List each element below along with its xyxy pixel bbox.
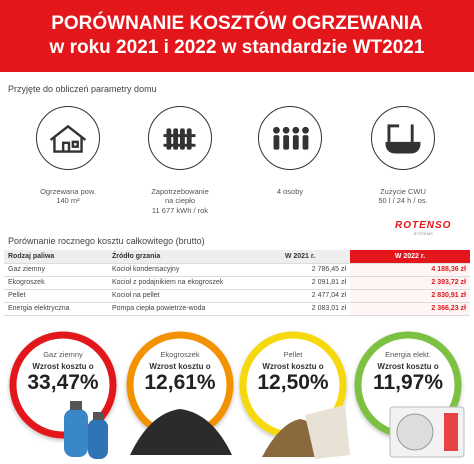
pellet — [262, 405, 350, 459]
saving: Pellet Wzrost kosztu o 12,50% — [240, 350, 346, 395]
cell: 2 083,01 zł — [250, 302, 350, 316]
saving-percent: 11,97% — [372, 371, 444, 394]
params-heading: Przyjęte do obliczeń parametry domu — [8, 84, 157, 94]
cell: 2 830,91 zł — [350, 289, 470, 303]
param-line: 50 l / 24 h / os. — [378, 196, 428, 205]
param-line: na ciepło — [164, 196, 196, 205]
gas-cylinders — [64, 401, 108, 459]
ring — [9, 331, 117, 439]
saving: Gaz ziemny Wzrost kosztu o 33,47% — [10, 350, 116, 395]
cell: 2 366,23 zł — [350, 302, 470, 316]
saving-caption: Wzrost kosztu o — [377, 362, 439, 371]
saving: Ekogroszek Wzrost kosztu o 12,61% — [127, 350, 233, 395]
col-header: Rodzaj paliwa — [4, 250, 108, 264]
cell: 2 393,72 zł — [350, 276, 470, 290]
saving-caption: Wzrost kosztu o — [32, 362, 94, 371]
coal — [130, 409, 232, 455]
cell: Ekogroszek — [4, 276, 108, 290]
cell: Kocioł na pellet — [108, 289, 250, 303]
saving-percent: 33,47% — [27, 371, 99, 394]
cell: 2 477,04 zł — [250, 289, 350, 303]
people-icon — [258, 106, 322, 170]
title-line: w roku 2021 i 2022 w standardzie WT2021 — [49, 37, 425, 58]
saving-label: Pellet — [283, 350, 303, 359]
bath-icon — [371, 106, 435, 170]
logo-name: ROTENSO — [395, 220, 452, 231]
saving-percent: 12,61% — [144, 371, 216, 394]
table-row: Energia elektryczna Pompa ciepła powietrz… — [4, 302, 470, 316]
savings-graphics — [9, 331, 465, 459]
title-line: PORÓWNANIE KOSZTÓW OGRZEWANIA — [51, 13, 423, 34]
logo: ROTENSO SYSTEMS — [395, 220, 451, 236]
param-line: Zużycie CWU — [380, 186, 426, 196]
heat-pump — [389, 406, 465, 458]
cost-table: Rodzaj paliwa Źródło grzania W 2021 r. W… — [4, 250, 470, 316]
cell: Kocioł z podajnikiem na ekogroszek — [108, 276, 250, 290]
col-header: W 2021 r. — [250, 250, 350, 264]
cell: Energia elektryczna — [4, 302, 108, 316]
cell: 4 188,36 zł — [350, 263, 470, 277]
cell: 2 786,45 zł — [250, 263, 350, 277]
col-header: W 2022 r. — [350, 250, 470, 264]
logo-tagline: SYSTEMS — [413, 231, 433, 236]
cell: 2 091,81 zł — [250, 276, 350, 290]
param-line: Zapotrzebowanie — [151, 186, 209, 196]
saving-caption: Wzrost kosztu o — [262, 362, 324, 371]
header: PORÓWNANIE KOSZTÓW OGRZEWANIA w roku 202… — [0, 0, 474, 72]
table-body: Gaz ziemny Kocioł kondensacyjny 2 786,45 z… — [4, 263, 470, 316]
table-heading: Porównanie rocznego kosztu całkowitego (… — [8, 236, 205, 246]
param: Zużycie CWU 50 l / 24 h / os. — [348, 106, 458, 206]
cell: Pellet — [4, 289, 108, 303]
cell: Kocioł kondensacyjny — [108, 263, 250, 277]
saving-percent: 12,50% — [257, 371, 329, 394]
saving-label: Ekogroszek — [160, 350, 200, 359]
cell: Pompa ciepła powietrze-woda — [108, 302, 250, 316]
cell: Gaz ziemny — [4, 263, 108, 277]
param: Zapotrzebowanie na ciepło 11 677 kWh / r… — [125, 106, 235, 215]
saving: Energia elekt. Wzrost kosztu o 11,97% — [355, 350, 461, 395]
saving-label: Gaz ziemny — [43, 350, 83, 359]
table-wrap: Rodzaj paliwa Źródło grzania W 2021 r. W… — [4, 250, 470, 316]
param: 4 osoby — [235, 106, 345, 196]
col-header: Źródło grzania — [108, 250, 250, 264]
param-line: 140 m² — [56, 196, 80, 205]
saving-label: Energia elekt. — [385, 350, 431, 359]
table-row: Gaz ziemny Kocioł kondensacyjny 2 786,45 z… — [4, 263, 470, 277]
param-line: 4 osoby — [276, 186, 304, 196]
param-line: Ogrzewana pow. — [40, 186, 96, 196]
param: Ogrzewana pow. 140 m² — [13, 106, 123, 206]
table-row: Pellet Kocioł na pellet 2 477,04 zł 2 830,9… — [4, 289, 470, 303]
radiator-icon — [148, 106, 212, 170]
table-row: Ekogroszek Kocioł z podajnikiem na ekogro… — [4, 276, 470, 290]
header-row: Rodzaj paliwa Źródło grzania W 2021 r. W… — [4, 250, 470, 264]
saving-caption: Wzrost kosztu o — [149, 362, 211, 371]
house-icon — [36, 106, 100, 170]
param-line: 11 677 kWh / rok — [151, 205, 209, 215]
